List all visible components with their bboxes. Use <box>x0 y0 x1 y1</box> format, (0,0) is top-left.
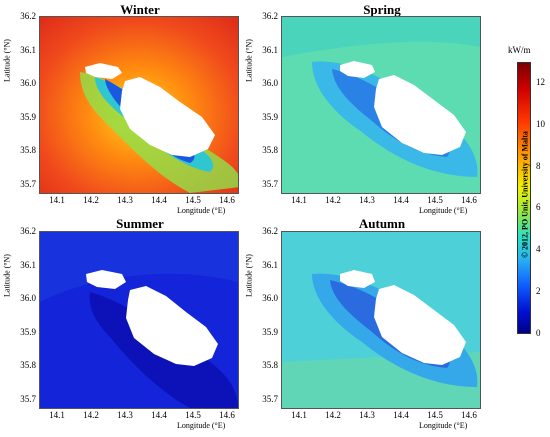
xtick-label: 14.1 <box>291 410 307 420</box>
xtick-label: 14.5 <box>427 410 443 420</box>
xtick-label: 14.1 <box>291 195 307 205</box>
xtick-label: 14.4 <box>393 410 409 420</box>
xtick-label: 14.3 <box>359 195 375 205</box>
gozo-island <box>86 270 126 289</box>
colorbar-tick: 10 <box>536 118 545 129</box>
xtick-label: 14.2 <box>83 410 99 420</box>
credit-text: © 2012, PO Unit, University of Malta <box>520 131 530 258</box>
xtick-label: 14.6 <box>461 410 477 420</box>
summer-map <box>39 231 239 409</box>
malta-island <box>374 75 466 155</box>
xtick-label: 14.1 <box>49 410 65 420</box>
xtick-label: 14.6 <box>219 410 235 420</box>
ytick-label: 35.7 <box>20 394 36 404</box>
ytick-label: 36.2 <box>262 11 278 21</box>
ytick-label: 35.8 <box>262 360 278 371</box>
winter-map <box>39 16 239 194</box>
xlabel: Longitude (°E) <box>177 421 226 430</box>
ytick-label: 36.1 <box>262 259 278 270</box>
colorbar-tick: 2 <box>536 286 541 297</box>
ytick-label: 36.2 <box>262 226 278 236</box>
malta-island <box>374 285 466 365</box>
xtick-label: 14.3 <box>117 195 133 205</box>
xtick-label: 14.3 <box>117 410 133 420</box>
xtick-label: 14.4 <box>151 195 167 205</box>
summer-title: Summer <box>116 216 164 231</box>
ytick-label: 35.7 <box>262 394 278 404</box>
colorbar-tick: 8 <box>536 160 541 171</box>
ytick-label: 35.7 <box>262 179 278 189</box>
malta-island <box>126 286 218 366</box>
ytick-label: 36.0 <box>262 293 278 304</box>
spring-map <box>281 16 481 194</box>
colorbar-tick: 12 <box>536 76 545 87</box>
xtick-label: 14.2 <box>325 410 341 420</box>
xtick-label: 14.1 <box>49 195 65 205</box>
xlabel: Longitude (°E) <box>419 421 468 430</box>
xtick-label: 14.5 <box>427 195 443 205</box>
xtick-label: 14.3 <box>359 410 375 420</box>
ytick-label: 36.1 <box>262 44 278 55</box>
ytick-label: 35.9 <box>262 111 278 122</box>
ytick-label: 36.0 <box>262 78 278 89</box>
xtick-label: 14.6 <box>461 195 477 205</box>
ytick-label: 35.7 <box>20 179 36 189</box>
xlabel: Longitude (°E) <box>419 206 468 215</box>
xtick-label: 14.4 <box>393 195 409 205</box>
gozo-island <box>85 63 122 79</box>
ytick-label: 35.9 <box>20 111 36 122</box>
ytick-label: 36.2 <box>20 11 36 21</box>
ylabel: Latitude (°N) <box>244 254 254 297</box>
ytick-label: 36.2 <box>20 226 36 236</box>
colorbar-tick: 6 <box>536 202 541 213</box>
ylabel: Latitude (°N) <box>2 254 12 297</box>
ylabel: Latitude (°N) <box>2 39 12 82</box>
malta-island <box>120 77 215 157</box>
spring-title: Spring <box>363 2 401 17</box>
colorbar-tick: 4 <box>536 244 541 255</box>
ytick-label: 35.9 <box>20 326 36 337</box>
ytick-label: 36.1 <box>20 259 36 270</box>
ytick-label: 36.1 <box>20 44 36 55</box>
colorbar-tick: 0 <box>536 328 541 338</box>
autumn-title: Autumn <box>358 216 406 231</box>
ytick-label: 35.9 <box>262 326 278 337</box>
winter-title: Winter <box>120 2 160 17</box>
ytick-label: 35.8 <box>262 145 278 156</box>
xtick-label: 14.2 <box>83 195 99 205</box>
xtick-label: 14.4 <box>151 410 167 420</box>
ytick-label: 35.8 <box>20 145 36 156</box>
gozo-island <box>340 61 375 78</box>
gozo-island <box>340 270 375 288</box>
xlabel: Longitude (°E) <box>177 206 226 215</box>
colorbar-unit: kW/m <box>508 45 531 55</box>
autumn-map <box>281 231 481 409</box>
ytick-label: 36.0 <box>20 78 36 89</box>
colorbar <box>517 62 531 334</box>
xtick-label: 14.5 <box>185 195 201 205</box>
xtick-label: 14.6 <box>219 195 235 205</box>
xtick-label: 14.2 <box>325 195 341 205</box>
ylabel: Latitude (°N) <box>244 39 254 82</box>
xtick-label: 14.5 <box>185 410 201 420</box>
ytick-label: 36.0 <box>20 293 36 304</box>
ytick-label: 35.8 <box>20 360 36 371</box>
